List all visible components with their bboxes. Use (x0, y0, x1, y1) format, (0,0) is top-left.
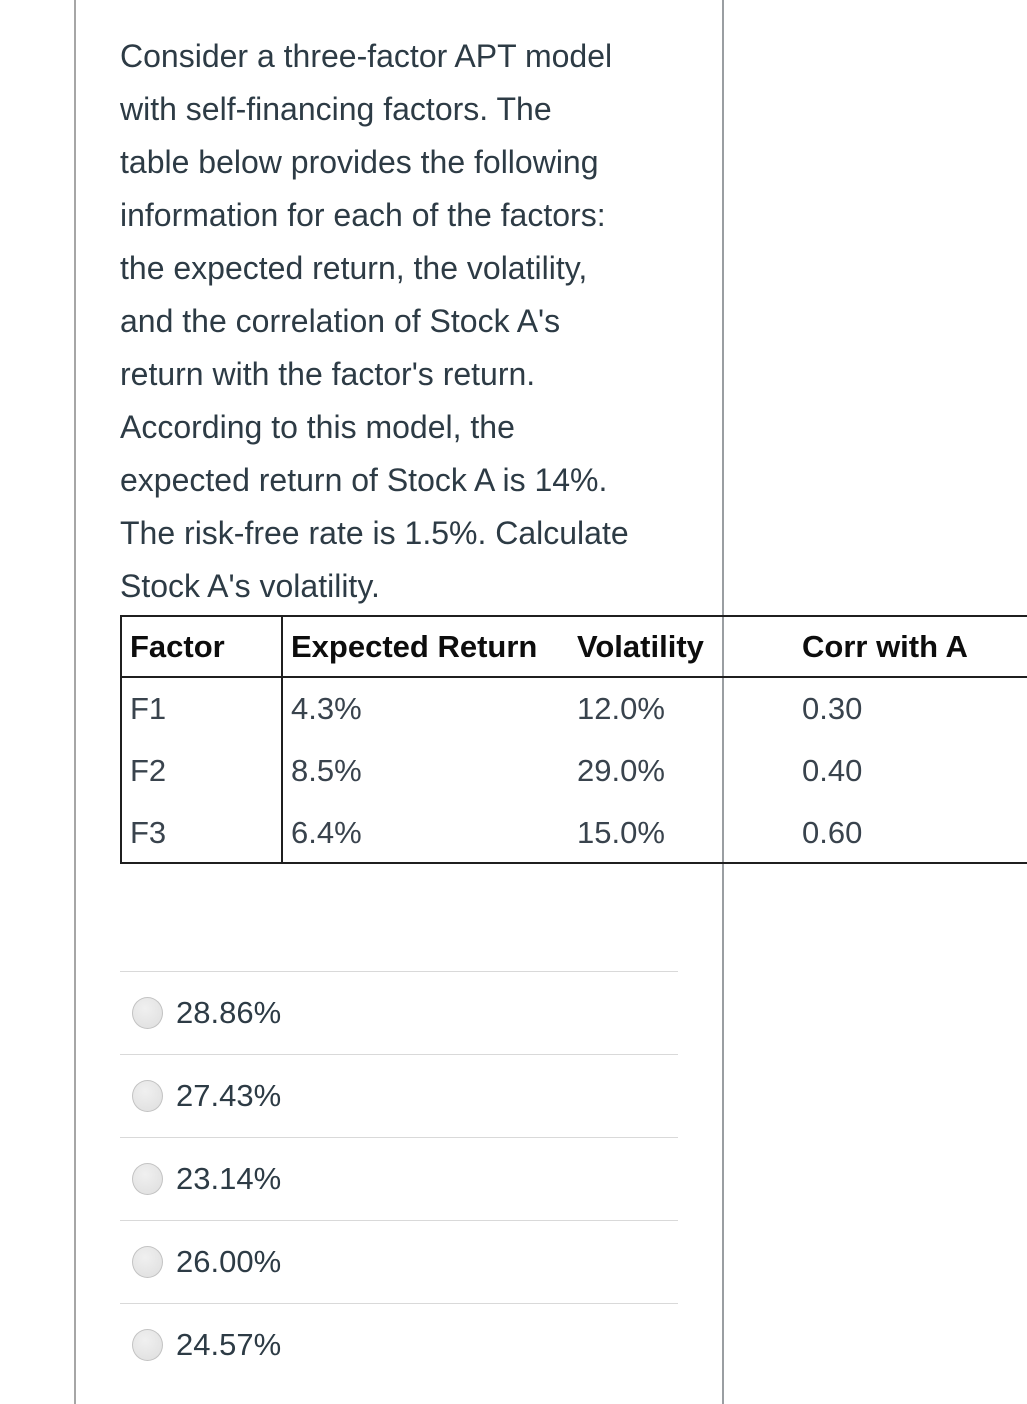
question-text-line: table below provides the following (120, 144, 599, 180)
radio-option-3[interactable] (132, 1163, 163, 1195)
question-text-line: with self-financing factors. The (120, 91, 552, 127)
question-text: Consider a three-factor APT model with s… (120, 30, 700, 613)
table-cell-volatility: 12.0% (577, 691, 665, 726)
question-text-line: Stock A's volatility. (120, 568, 380, 604)
question-text-line: The risk-free rate is 1.5%. Calculate (120, 515, 629, 551)
question-text-line: Consider a three-factor APT model (120, 38, 613, 74)
radio-option-5[interactable] (132, 1329, 163, 1361)
table-row: F1 4.3% 12.0% 0.30 (122, 678, 1027, 740)
table-header-expected-return: Expected Return (291, 628, 538, 664)
factors-table: Factor Expected Return Volatility Corr w… (120, 615, 1027, 864)
question-text-line: return with the factor's return. (120, 356, 536, 392)
table-header-volatility: Volatility (577, 628, 704, 664)
answer-option-2[interactable]: 27.43% (120, 1054, 678, 1137)
table-cell-corr-with-a: 0.40 (802, 753, 863, 788)
option-label[interactable]: 28.86% (176, 995, 282, 1030)
content-left-border (74, 0, 76, 1404)
table-cell-volatility: 29.0% (577, 753, 665, 788)
question-text-line: information for each of the factors: (120, 197, 606, 233)
answer-options: 28.86% 27.43% 23.14% 26.00% 24.57% (120, 971, 678, 1386)
table-cell-expected-return: 6.4% (291, 815, 362, 850)
answer-option-4[interactable]: 26.00% (120, 1220, 678, 1303)
table-cell-factor: F2 (122, 740, 283, 802)
table-row: F3 6.4% 15.0% 0.60 (122, 802, 1027, 864)
table-cell-corr-with-a: 0.60 (802, 815, 863, 850)
radio-option-1[interactable] (132, 997, 163, 1029)
option-label[interactable]: 27.43% (176, 1078, 282, 1113)
table-cell-expected-return: 8.5% (291, 753, 362, 788)
option-label[interactable]: 24.57% (176, 1327, 282, 1362)
table-cell-factor: F1 (122, 678, 283, 740)
question-text-line: and the correlation of Stock A's (120, 303, 561, 339)
pane-divider (722, 0, 724, 1404)
answer-option-3[interactable]: 23.14% (120, 1137, 678, 1220)
table-header-corr-with-a: Corr with A (802, 628, 968, 664)
option-label[interactable]: 23.14% (176, 1161, 282, 1196)
option-label[interactable]: 26.00% (176, 1244, 282, 1279)
question-text-line: expected return of Stock A is 14%. (120, 462, 608, 498)
table-cell-corr-with-a: 0.30 (802, 691, 863, 726)
table-header-row: Factor Expected Return Volatility Corr w… (122, 617, 1027, 678)
answer-option-1[interactable]: 28.86% (120, 971, 678, 1054)
question-text-line: According to this model, the (120, 409, 515, 445)
table-row: F2 8.5% 29.0% 0.40 (122, 740, 1027, 802)
table-cell-factor: F3 (122, 802, 283, 864)
table-cell-expected-return: 4.3% (291, 691, 362, 726)
table-header-factor: Factor (122, 617, 283, 676)
question-text-line: the expected return, the volatility, (120, 250, 588, 286)
radio-option-2[interactable] (132, 1080, 163, 1112)
table-cell-volatility: 15.0% (577, 815, 665, 850)
answer-option-5[interactable]: 24.57% (120, 1303, 678, 1386)
radio-option-4[interactable] (132, 1246, 163, 1278)
